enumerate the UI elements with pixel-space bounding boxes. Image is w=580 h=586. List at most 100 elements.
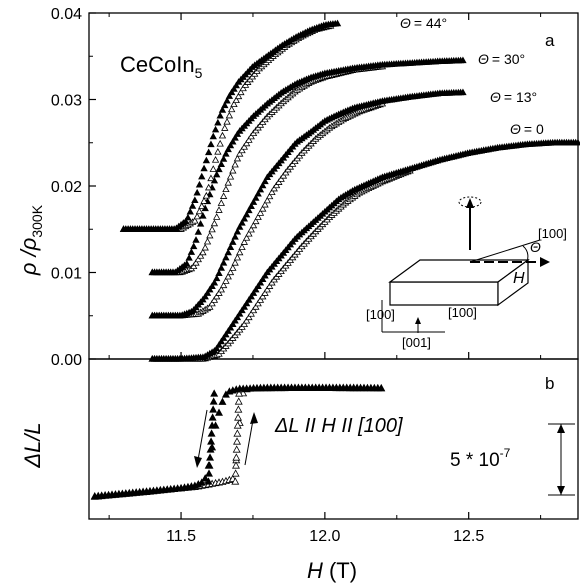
panel-a-point-filled-2	[226, 141, 235, 149]
panel-a-point-filled-1	[242, 210, 251, 218]
ytick-label: 0.00	[51, 352, 82, 369]
panel-a-point-filled-2	[217, 160, 225, 167]
panel-a-point-filled-2	[196, 220, 205, 227]
scale-bar-label: 5 * 10-7	[450, 446, 511, 471]
series-label-30: Θ = 30°	[478, 51, 525, 67]
panel-a-point-filled-3	[216, 111, 224, 119]
ytick-label: 0.01	[51, 266, 82, 283]
panel-b-point-down	[205, 461, 214, 469]
panel-b-point-up	[235, 389, 244, 397]
svg-text:Θ= 13°: Θ = 13°	[490, 89, 537, 105]
panel-a-point-filled-2	[187, 248, 196, 255]
series-label-0: Θ = 0	[510, 121, 544, 137]
panel-b-point-down	[210, 389, 219, 397]
panel-b-label: b	[545, 374, 554, 393]
panel-a-point-filled-3	[188, 202, 197, 209]
panel-a-point-filled-2	[192, 236, 200, 243]
panel-a-point-filled-3	[211, 125, 220, 133]
panel-a-point-open-3	[216, 139, 224, 147]
panel-a-point-filled-1	[226, 243, 235, 251]
panel-a-point-open-3	[209, 165, 217, 172]
xtick-label: 12.0	[309, 528, 340, 545]
panel-a-point-filled-0	[231, 316, 239, 324]
panel-a-point-open-2	[245, 136, 253, 143]
panel-a-point-filled-1	[249, 198, 258, 205]
panel-a-point-filled-1	[213, 274, 221, 282]
panel-a-point-filled-1	[245, 206, 253, 214]
panel-b-annotation: ΔL II H II [100]	[274, 415, 403, 437]
panel-b-point-down	[207, 437, 216, 445]
panel-b-frame	[88, 358, 579, 520]
panel-a-point-filled-3	[198, 172, 206, 180]
svg-text:[100]: [100]	[538, 226, 567, 241]
panel-a-point-filled-0	[233, 313, 242, 321]
panel-b-point-up	[234, 405, 243, 413]
panel-a-point-filled-0	[217, 337, 225, 345]
panel-a-title: CeCoIn5	[120, 52, 203, 81]
panel-a-point-open-3	[237, 88, 245, 96]
panel-a-point-open-3	[223, 117, 231, 125]
panel-a-point-filled-3	[202, 156, 211, 164]
panel-a-point-filled-3	[230, 85, 238, 92]
panel-a-point-open-2	[238, 146, 246, 154]
panel-a-point-open-2	[215, 206, 223, 213]
panel-b-point-down	[208, 413, 217, 421]
panel-a-point-open-2	[224, 178, 232, 186]
panel-a-point-filled-0	[226, 323, 235, 331]
panel-a-point-open-3	[227, 105, 236, 113]
panel-a-point-filled-2	[190, 242, 198, 250]
panel-a-point-filled-2	[185, 254, 193, 261]
panel-b-ylabel: ΔL/L	[20, 422, 45, 468]
panel-a-point-filled-1	[203, 289, 212, 296]
panel-a-point-open-2	[199, 248, 207, 256]
panel-a-label: a	[545, 31, 555, 50]
panel-a-point-filled-0	[213, 344, 221, 352]
panel-a-point-open-1	[263, 196, 272, 204]
panel-a-point-open-1	[259, 204, 267, 212]
panel-a-point-filled-1	[236, 223, 244, 230]
panel-a-point-open-0	[263, 285, 272, 293]
panel-a-point-filled-3	[223, 96, 231, 104]
svg-text:Θ= 44°: Θ = 44°	[400, 15, 447, 31]
panel-a-point-open-2	[247, 132, 255, 140]
panel-a-point-filled-3	[204, 148, 213, 156]
ytick-label: 0.03	[51, 93, 82, 110]
panel-a-point-filled-1	[254, 189, 262, 197]
panel-a-point-open-0	[268, 278, 276, 286]
panel-a-point-filled-0	[240, 303, 249, 310]
panel-a-point-filled-0	[229, 320, 237, 328]
panel-a-point-open-2	[233, 154, 242, 162]
svg-text:[100]: [100]	[366, 307, 395, 322]
panel-a-ylabel: ρ /ρ300K	[16, 204, 45, 276]
panel-a-point-open-0	[252, 303, 260, 310]
panel-a-point-filled-2	[222, 149, 230, 157]
panel-a-point-open-2	[226, 172, 235, 180]
panel-a-point-filled-3	[200, 164, 208, 172]
panel-a-point-filled-3	[218, 106, 227, 113]
panel-a-point-open-0	[242, 316, 251, 324]
panel-a-point-filled-0	[259, 275, 267, 283]
panel-a-point-filled-1	[217, 264, 225, 271]
panel-a-point-filled-1	[259, 181, 267, 189]
panel-a-point-filled-1	[261, 177, 269, 185]
panel-a-point-open-2	[222, 185, 230, 193]
panel-a-point-open-0	[240, 320, 249, 328]
panel-a-point-open-1	[210, 296, 219, 303]
panel-a-point-filled-2	[231, 134, 239, 141]
panel-a-point-open-1	[275, 178, 283, 185]
panel-a-point-open-2	[206, 231, 214, 239]
panel-a-point-filled-0	[245, 296, 253, 303]
panel-a-point-filled-3	[214, 118, 222, 126]
panel-a-point-open-3	[207, 174, 215, 182]
panel-a-point-open-1	[217, 285, 225, 293]
panel-a-point-open-3	[193, 212, 201, 220]
panel-a-point-filled-3	[207, 140, 215, 148]
panel-a-point-open-1	[242, 234, 251, 241]
panel-a-point-open-3	[232, 96, 240, 104]
panel-a-point-filled-0	[219, 334, 228, 341]
panel-a-point-open-1	[256, 209, 265, 216]
panel-a-point-filled-2	[199, 211, 207, 219]
panel-a-point-open-1	[270, 184, 278, 192]
panel-a-point-filled-2	[213, 170, 221, 178]
inset-box-front	[389, 281, 499, 306]
